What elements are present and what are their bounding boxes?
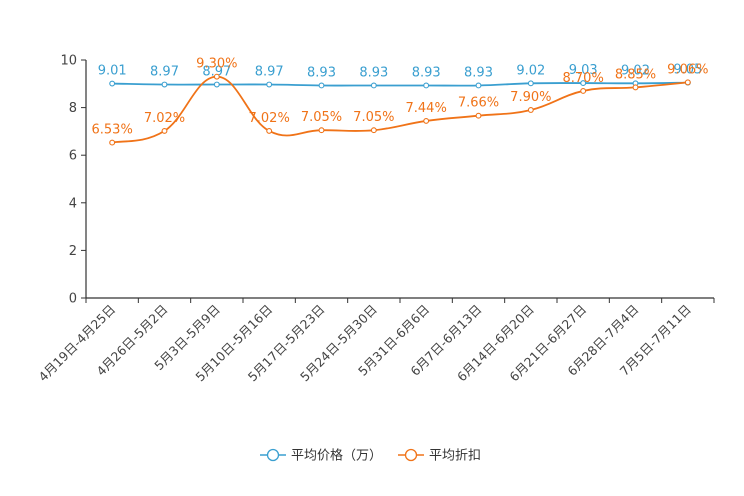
data-label: 8.93 [464,65,493,80]
data-point [370,82,377,89]
data-label: 8.70% [563,71,604,86]
legend-marker-0 [266,448,280,462]
data-point [266,81,273,88]
data-label: 9.01 [98,64,127,79]
y-tick-label: 10 [60,54,77,69]
data-point [475,82,482,89]
data-label: 8.97 [255,65,284,80]
y-tick-label: 8 [69,101,77,116]
legend-marker-1 [404,448,418,462]
y-tick-label: 6 [69,149,77,164]
data-label: 6.53% [92,123,133,138]
chart-legend: 平均价格（万） 平均折扣 [260,448,481,464]
data-point [213,73,220,80]
series-1: 6.53% 7.02% 9.30% 7.02% 7.05% 7.05% 7.44% 7.66%… [92,57,708,146]
data-label: 9.30% [196,57,237,72]
data-point [580,80,587,87]
data-label: 7.05% [353,110,394,125]
data-label: 7.66% [458,96,499,111]
y-tick-label: 0 [69,292,77,307]
data-label: 8.97 [202,65,231,80]
data-label: 7.90% [510,90,551,105]
chart-axes: 02468104月19日-4月25日4月26日-5月2日5月3日-5月9日5月1… [35,54,715,384]
legend-label-0: 平均价格（万） [291,448,382,464]
data-point [370,127,377,134]
data-label: 8.93 [412,65,441,80]
data-point [318,127,325,134]
data-point [684,79,691,86]
data-point [632,84,639,91]
data-point [213,81,220,88]
data-point [475,112,482,119]
data-label: 7.05% [301,110,342,125]
data-point [109,139,116,146]
data-label: 7.44% [406,101,447,116]
data-label: 9.03 [569,63,598,78]
data-point [527,107,534,113]
data-point [161,81,168,88]
data-point [161,127,168,134]
data-label: 7.02% [144,111,185,126]
data-label: 8.93 [307,65,336,80]
data-label: 9.02 [621,63,650,78]
data-point [266,127,273,134]
y-tick-label: 4 [69,196,77,211]
data-point [423,117,430,124]
y-tick-label: 2 [69,244,77,259]
data-label: 8.93 [359,65,388,80]
data-point [423,82,430,89]
series-layer: 9.01 8.97 8.97 8.97 8.93 8.93 8.93 8.93 9.02 9.03… [92,57,708,146]
data-label: 9.06% [667,62,708,77]
data-label: 8.97 [150,65,179,80]
series-0: 9.01 8.97 8.97 8.97 8.93 8.93 8.93 8.93 9.02 9.03… [98,63,702,89]
data-label: 9.02 [516,63,545,78]
data-point [109,80,116,87]
data-label: 9.05 [673,63,702,78]
series-line-0 [112,81,688,87]
data-label: 8.85% [615,67,656,82]
series-line-1 [111,75,688,144]
data-point [527,80,534,87]
data-label: 7.02% [249,111,290,126]
data-point [318,82,325,89]
legend-label-1: 平均折扣 [429,449,481,464]
data-point [580,87,587,94]
